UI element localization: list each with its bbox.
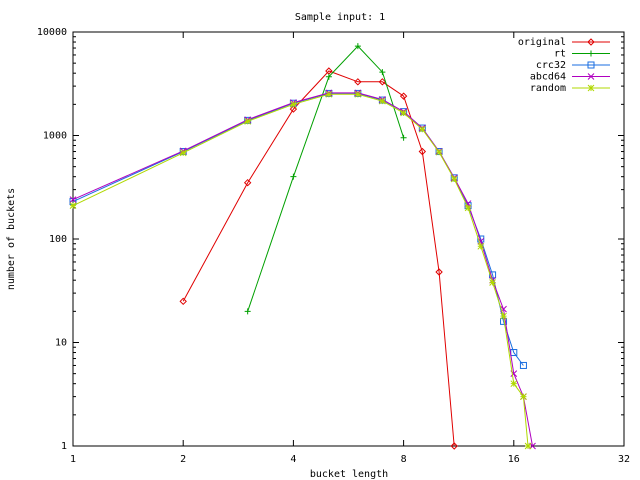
legend-marker — [587, 73, 595, 80]
data-point-random — [524, 442, 532, 450]
y-tick-label: 10000 — [37, 27, 67, 38]
data-point-random — [450, 175, 458, 183]
y-tick-label: 1 — [61, 441, 67, 452]
data-point-random — [290, 100, 297, 108]
series-line-original — [182, 70, 455, 447]
series-line-crc32 — [72, 92, 524, 366]
y-tick-label: 100 — [49, 234, 67, 245]
series-line-abcd64 — [72, 92, 533, 447]
series-original — [179, 67, 458, 450]
data-point-random — [435, 148, 443, 156]
series-line-random — [72, 93, 529, 447]
chart-title: Sample input: 1 — [295, 12, 385, 23]
data-point-original — [179, 297, 187, 306]
y-tick-label: 1000 — [43, 131, 67, 142]
y-tick-label: 10 — [55, 338, 67, 349]
data-point-rt — [325, 73, 332, 80]
data-point-rt — [379, 69, 386, 76]
y-axis: 1 10 100 1000 10000 — [37, 27, 624, 452]
data-point-original — [435, 268, 443, 276]
x-tick-label: 2 — [180, 454, 186, 465]
data-point-rt — [354, 43, 361, 50]
data-point-rt — [400, 134, 407, 141]
data-point-random — [69, 202, 77, 210]
series-layer — [69, 43, 536, 450]
data-point-random — [179, 149, 187, 157]
data-point-random — [418, 125, 426, 133]
x-tick-label: 8 — [401, 454, 407, 465]
data-point-original — [289, 105, 298, 113]
legend-label: abcd64 — [530, 72, 566, 83]
data-point-rt — [290, 173, 297, 180]
data-point-original — [399, 92, 408, 100]
data-point-original — [354, 78, 362, 86]
data-point-random — [477, 242, 485, 250]
series-rt — [244, 43, 407, 315]
data-point-random — [379, 97, 386, 105]
data-point-random — [489, 279, 496, 286]
x-tick-label: 16 — [508, 454, 520, 465]
x-tick-label: 1 — [70, 454, 76, 465]
data-point-random — [354, 90, 362, 98]
x-tick-label: 4 — [290, 454, 296, 465]
legend-label: rt — [554, 49, 566, 60]
data-point-abcd64 — [69, 196, 77, 204]
data-point-original — [378, 78, 387, 86]
data-point-crc32 — [489, 271, 497, 279]
data-point-original — [243, 178, 252, 187]
data-point-random — [500, 312, 507, 320]
data-point-original — [450, 442, 458, 450]
legend-marker — [587, 84, 595, 92]
series-crc32 — [69, 89, 527, 369]
legend-marker — [587, 61, 595, 69]
legend-label: crc32 — [536, 60, 566, 71]
data-point-rt — [244, 308, 251, 315]
y-axis-label: number of buckets — [6, 188, 17, 290]
legend-label: original — [518, 37, 566, 48]
legend-label: random — [530, 83, 566, 94]
legend-marker — [587, 38, 595, 46]
data-point-random — [400, 109, 407, 117]
series-line-rt — [247, 45, 405, 312]
data-point-random — [464, 204, 472, 212]
data-point-crc32 — [519, 361, 527, 369]
x-axis: 1 2 4 8 16 32 — [70, 32, 630, 465]
x-tick-label: 32 — [618, 454, 630, 465]
legend-marker — [588, 50, 594, 57]
x-axis-label: bucket length — [310, 469, 388, 480]
series-random — [69, 90, 532, 450]
data-point-random — [244, 117, 252, 125]
data-point-random — [510, 380, 518, 388]
data-point-original — [418, 147, 427, 156]
series-abcd64 — [69, 89, 536, 450]
data-point-random — [325, 90, 333, 98]
data-point-random — [520, 393, 527, 400]
